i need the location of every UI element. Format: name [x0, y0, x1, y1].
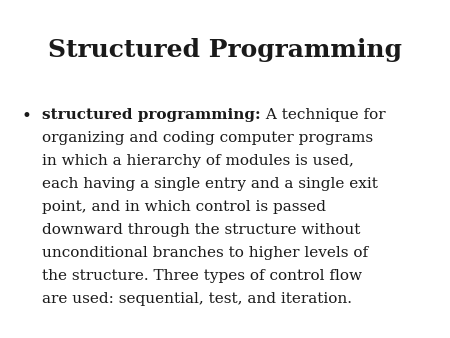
Text: the structure. Three types of control flow: the structure. Three types of control fl… — [42, 269, 362, 283]
Text: each having a single entry and a single exit: each having a single entry and a single … — [42, 177, 378, 191]
Text: A technique for: A technique for — [261, 108, 385, 122]
Text: are used: sequential, test, and iteration.: are used: sequential, test, and iteratio… — [42, 292, 352, 306]
Text: structured programming:: structured programming: — [42, 108, 261, 122]
Text: unconditional branches to higher levels of: unconditional branches to higher levels … — [42, 246, 368, 260]
Text: point, and in which control is passed: point, and in which control is passed — [42, 200, 326, 214]
Text: Structured Programming: Structured Programming — [48, 38, 402, 62]
Text: downward through the structure without: downward through the structure without — [42, 223, 360, 237]
Text: in which a hierarchy of modules is used,: in which a hierarchy of modules is used, — [42, 154, 354, 168]
Text: •: • — [22, 108, 32, 125]
Text: organizing and coding computer programs: organizing and coding computer programs — [42, 131, 373, 145]
